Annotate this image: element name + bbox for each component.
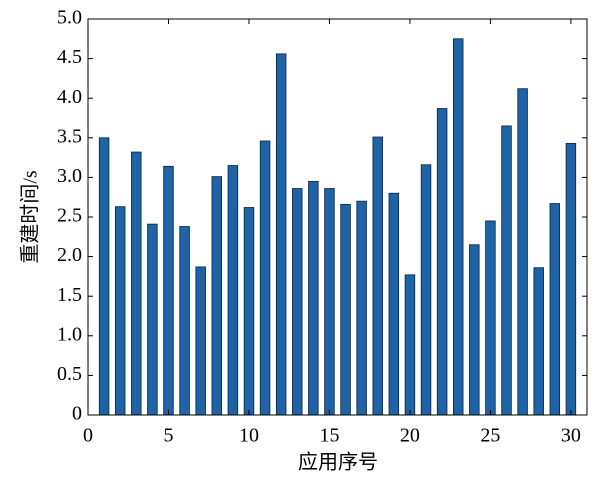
bar — [147, 223, 158, 416]
y-tick-label: 2.5 — [57, 205, 82, 227]
bar — [195, 266, 206, 416]
x-tick-label: 15 — [319, 425, 339, 447]
bar — [163, 165, 174, 416]
bar — [469, 244, 480, 416]
bar — [436, 108, 448, 416]
y-tick-label: 3.5 — [57, 125, 82, 147]
y-tick-label: 5.0 — [57, 7, 82, 29]
bar — [275, 53, 287, 416]
bar — [452, 38, 464, 416]
x-tick-label: 20 — [400, 425, 420, 447]
bar — [501, 125, 512, 416]
y-tick-label: 0.5 — [57, 363, 82, 385]
bar — [388, 192, 400, 416]
y-tick-label: 1.0 — [57, 323, 82, 345]
bar — [356, 200, 367, 416]
bar — [211, 176, 223, 416]
bar — [404, 274, 416, 416]
y-tick-label: 3.0 — [57, 165, 82, 187]
bar — [485, 220, 496, 416]
bar — [131, 151, 142, 416]
bar — [292, 188, 303, 416]
y-tick-label: 4.0 — [57, 86, 82, 108]
bar — [533, 267, 544, 416]
y-tick-label: 2.0 — [57, 244, 82, 266]
bar — [114, 206, 126, 416]
bar — [565, 142, 577, 416]
plot-frame — [87, 18, 588, 416]
y-tick-label: 1.5 — [57, 284, 82, 306]
bar — [98, 137, 110, 416]
x-tick-label: 10 — [239, 425, 259, 447]
x-tick-label: 30 — [561, 425, 581, 447]
bar — [308, 180, 319, 416]
bar — [549, 203, 561, 416]
bar — [340, 203, 351, 416]
x-axis-label: 应用序号 — [298, 451, 378, 474]
x-tick-label: 5 — [163, 425, 173, 447]
bar — [372, 136, 383, 416]
bar — [324, 188, 335, 416]
bar — [259, 140, 271, 416]
bar — [227, 165, 239, 416]
bar — [420, 164, 432, 416]
y-axis-label: 重建时间/s — [19, 170, 42, 264]
y-tick-label: 4.5 — [57, 46, 82, 68]
x-tick-label: 0 — [83, 425, 93, 447]
bar — [243, 207, 255, 416]
y-tick-label: 0 — [72, 403, 82, 425]
x-tick-label: 25 — [480, 425, 500, 447]
bar — [517, 88, 528, 416]
bar — [179, 226, 190, 416]
